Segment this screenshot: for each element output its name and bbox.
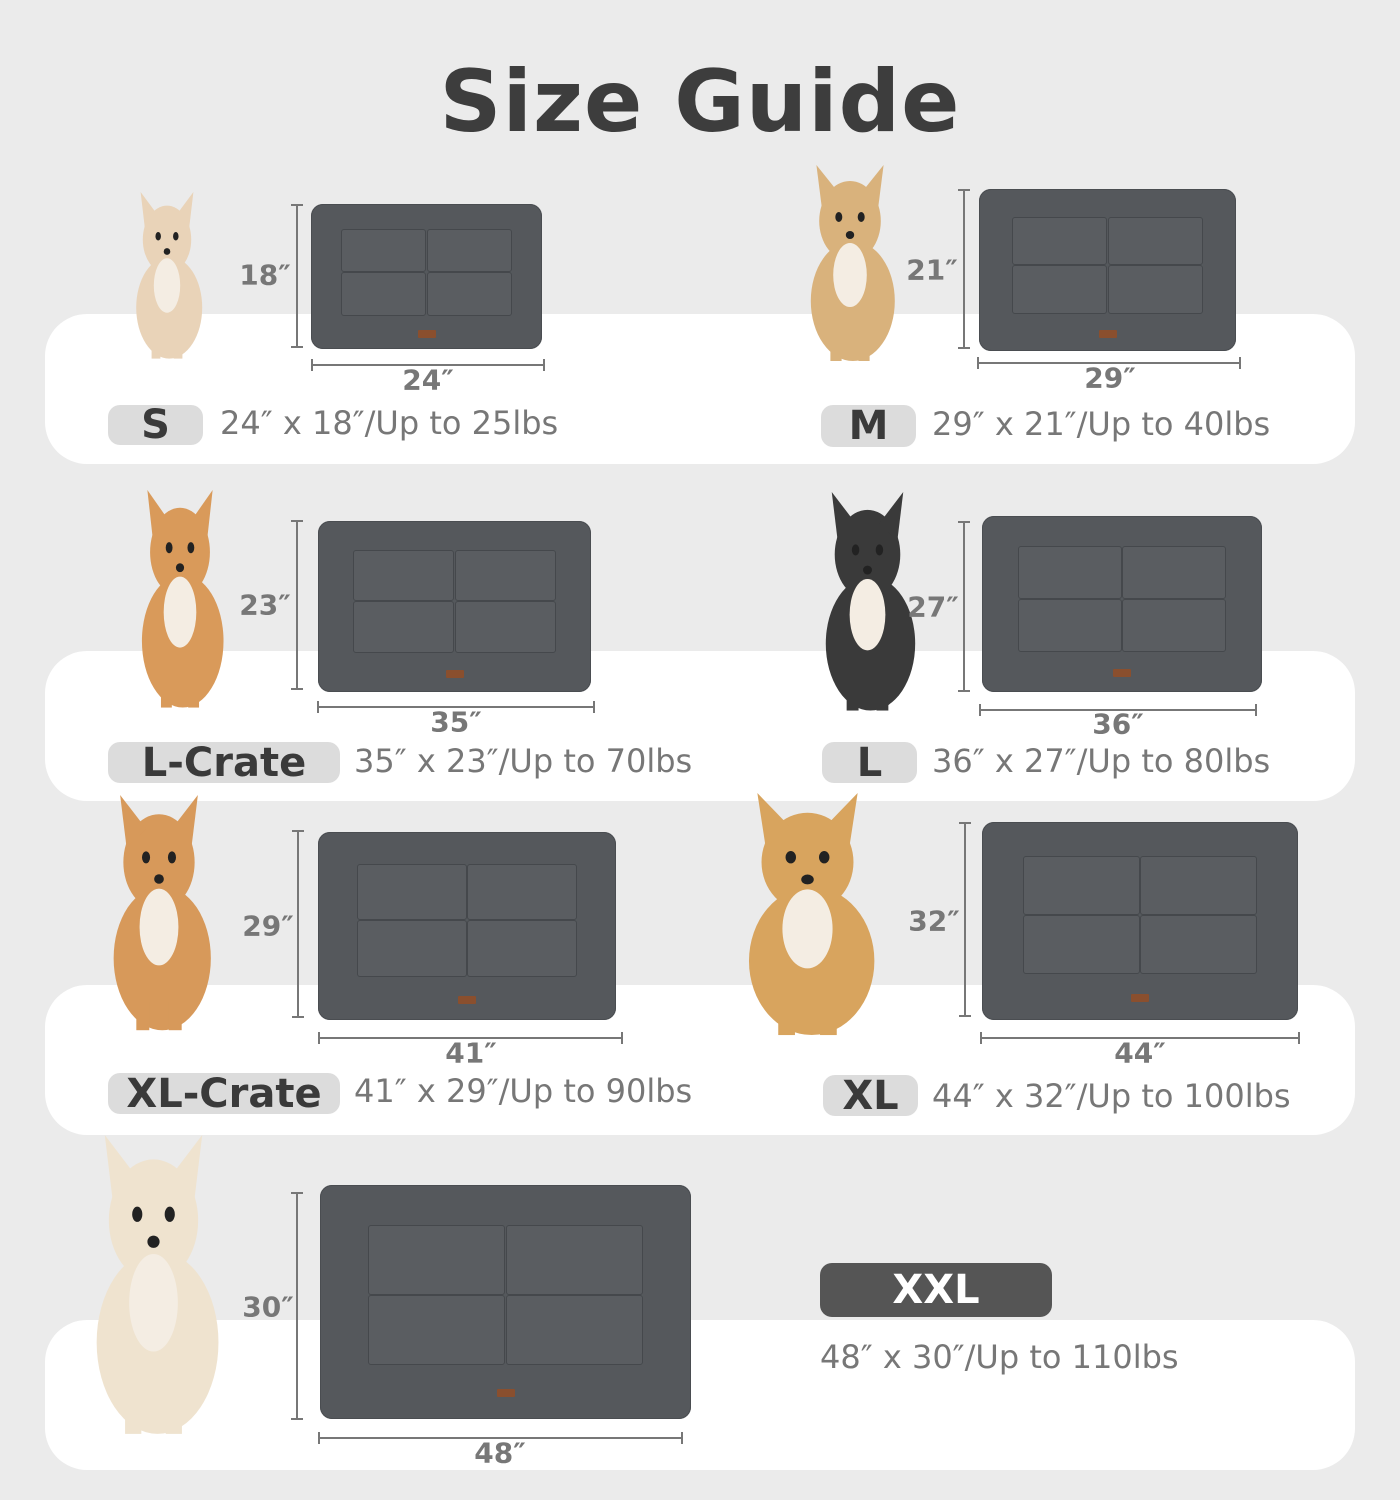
- brand-tag: [417, 330, 436, 339]
- size-badge: XL: [823, 1073, 918, 1119]
- height-dimension-line: [958, 189, 970, 349]
- width-dimension-line: [311, 359, 545, 371]
- dog-mat-image: [311, 204, 542, 349]
- size-spec: 24″ x 18″/Up to 25lbs: [220, 404, 559, 442]
- height-label: 18″: [239, 258, 291, 292]
- width-dimension-line: [318, 1032, 623, 1044]
- dog-mat-image: [979, 189, 1236, 351]
- width-label: 48″: [474, 1436, 526, 1470]
- dog-mat-image: [982, 822, 1298, 1020]
- mat-quilt-panel: [467, 920, 578, 977]
- mat-quilt-panel: [1122, 545, 1226, 599]
- width-label: 29″: [1084, 361, 1136, 395]
- golden-retriever-dog-image: [703, 793, 912, 1040]
- mat-quilt-panel: [1012, 265, 1108, 314]
- corgi-dog-image: [112, 490, 248, 712]
- border-collie-dog-image: [793, 492, 942, 715]
- shiba-inu-dog-image: [78, 795, 240, 1035]
- mat-quilt-panel: [1012, 216, 1108, 266]
- height-dimension-line: [959, 822, 971, 1017]
- mat-quilt-panel: [505, 1224, 643, 1295]
- height-label: 23″: [239, 588, 291, 622]
- height-label: 27″: [907, 590, 959, 624]
- size-badge: XL-Crate: [108, 1071, 340, 1117]
- dog-mat-image: [318, 832, 616, 1020]
- height-label: 29″: [242, 909, 294, 943]
- brand-tag: [1113, 669, 1131, 678]
- mat-quilt-panel: [341, 228, 427, 273]
- size-spec: 41″ x 29″/Up to 90lbs: [354, 1072, 693, 1110]
- brand-tag: [496, 1388, 515, 1397]
- mat-quilt-panel: [353, 550, 455, 602]
- mat-quilt-panel: [341, 272, 427, 316]
- size-spec: 48″ x 30″/Up to 110lbs: [820, 1338, 1179, 1376]
- size-badge: L: [822, 740, 917, 786]
- mat-quilt-panel: [426, 228, 512, 273]
- size-spec: 35″ x 23″/Up to 70lbs: [354, 742, 693, 780]
- brand-tag: [1098, 329, 1117, 338]
- mat-quilt-panel: [505, 1294, 643, 1366]
- height-label: 32″: [908, 904, 960, 938]
- height-label: 21″: [906, 253, 958, 287]
- height-dimension-line: [958, 521, 970, 692]
- dog-mat-image: [320, 1185, 691, 1419]
- size-band: [45, 1320, 1355, 1470]
- height-label: 30″: [242, 1290, 294, 1324]
- mat-quilt-panel: [368, 1224, 506, 1295]
- width-label: 36″: [1092, 707, 1144, 741]
- mat-quilt-panel: [1023, 915, 1140, 975]
- width-label: 35″: [430, 705, 482, 739]
- mat-quilt-panel: [454, 550, 556, 602]
- mat-quilt-panel: [1107, 216, 1203, 266]
- dog-mat-image: [318, 521, 591, 692]
- size-badge: XXL: [820, 1263, 1052, 1317]
- size-badge: S: [108, 402, 203, 448]
- mat-quilt-panel: [356, 920, 467, 977]
- page-title: Size Guide: [439, 52, 961, 152]
- white-golden-retriever-dog-image: [52, 1135, 255, 1440]
- brand-tag: [445, 669, 464, 678]
- mat-quilt-panel: [1140, 915, 1257, 975]
- brand-tag: [458, 995, 476, 1004]
- mat-quilt-panel: [1140, 855, 1257, 916]
- width-label: 24″: [402, 363, 454, 397]
- mat-quilt-panel: [356, 863, 467, 921]
- height-dimension-line: [291, 1192, 303, 1420]
- width-dimension-line: [977, 357, 1241, 369]
- height-dimension-line: [291, 204, 303, 348]
- brand-tag: [1131, 994, 1149, 1003]
- mat-quilt-panel: [368, 1294, 506, 1366]
- mat-quilt-panel: [1107, 265, 1203, 314]
- size-badge: M: [821, 403, 916, 449]
- width-dimension-line: [318, 1432, 683, 1444]
- width-dimension-line: [979, 704, 1257, 716]
- height-dimension-line: [292, 830, 304, 1018]
- mat-quilt-panel: [353, 601, 455, 653]
- mat-quilt-panel: [1018, 545, 1122, 599]
- mat-quilt-panel: [454, 601, 556, 653]
- mat-quilt-panel: [426, 272, 512, 316]
- width-label: 44″: [1114, 1036, 1166, 1070]
- small-fluffy-dog-dog-image: [780, 165, 920, 365]
- height-dimension-line: [291, 520, 303, 690]
- mat-quilt-panel: [1023, 855, 1140, 916]
- chihuahua-dog-image: [112, 192, 222, 362]
- mat-quilt-panel: [1122, 598, 1226, 652]
- size-spec: 29″ x 21″/Up to 40lbs: [932, 405, 1271, 443]
- width-dimension-line: [317, 701, 595, 713]
- width-label: 41″: [445, 1036, 497, 1070]
- size-badge: L-Crate: [108, 740, 340, 786]
- size-spec: 36″ x 27″/Up to 80lbs: [932, 742, 1271, 780]
- mat-quilt-panel: [467, 863, 578, 921]
- mat-quilt-panel: [1018, 598, 1122, 652]
- dog-mat-image: [982, 516, 1262, 692]
- size-spec: 44″ x 32″/Up to 100lbs: [932, 1077, 1291, 1115]
- width-dimension-line: [980, 1032, 1300, 1044]
